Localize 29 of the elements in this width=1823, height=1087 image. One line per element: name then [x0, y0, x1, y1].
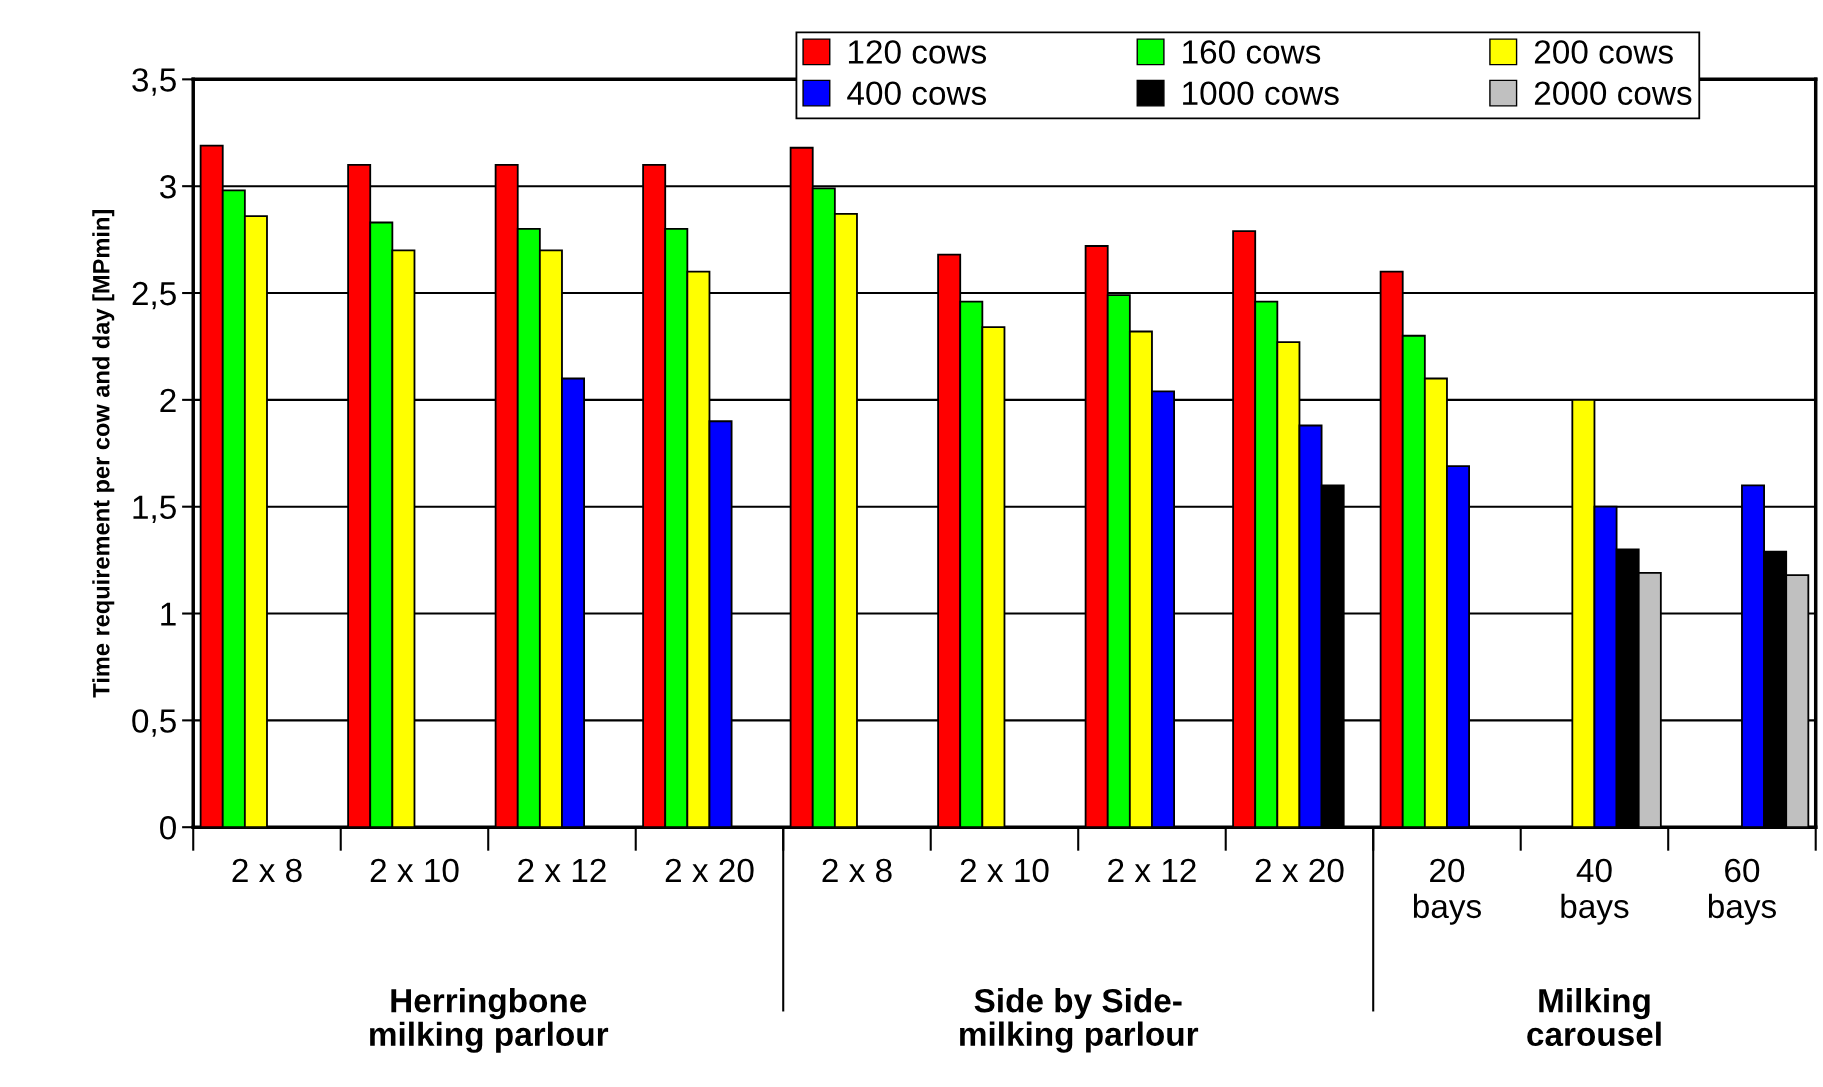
x-tick-label: 2 x 12	[518, 858, 606, 882]
y-tick-label: 0	[160, 816, 176, 840]
x-tick-label: 2 x 20	[665, 858, 754, 883]
y-tick-label: 2,5	[132, 281, 176, 310]
x-tick-label: 2 x 8	[232, 858, 302, 883]
text: Milking carousel	[1527, 988, 1661, 1047]
y-tick-label: 0,5	[132, 709, 176, 737]
text: Herringbone milking parlour	[370, 988, 609, 1053]
x-tick-label: 60 bays	[1708, 858, 1776, 925]
x-tick-label: 2 x 10	[370, 858, 459, 883]
x-tick-label: 2 x 12	[1108, 858, 1196, 882]
x-tick-label: 20 bays	[1413, 858, 1481, 925]
legend-label: 1000 cows	[1183, 81, 1339, 106]
x-tick-label: 2 x 8	[822, 858, 892, 883]
text: Side by Side- milking parlour	[960, 988, 1199, 1053]
y-tick-label: 3	[160, 174, 176, 199]
y-axis-title: Time requirement per cow and day [MPmin]	[92, 210, 115, 698]
legend-label: 400 cows	[847, 81, 987, 106]
x-tick-label: 2 x 20	[1255, 858, 1344, 883]
y-tick-label: 1,5	[133, 495, 176, 524]
y-tick-label: 1	[161, 602, 176, 626]
legend-label: 2000 cows	[1534, 81, 1692, 106]
x-tick-label: 40 bays	[1561, 858, 1629, 925]
x-tick-label: 2 x 10	[960, 858, 1049, 883]
y-tick-label: 3,5	[132, 68, 176, 96]
y-tick-label: 2	[160, 388, 176, 412]
legend-label: 200 cows	[1534, 40, 1673, 64]
legend-label: 160 cows	[1183, 40, 1321, 64]
legend-label: 120 cows	[848, 40, 987, 64]
